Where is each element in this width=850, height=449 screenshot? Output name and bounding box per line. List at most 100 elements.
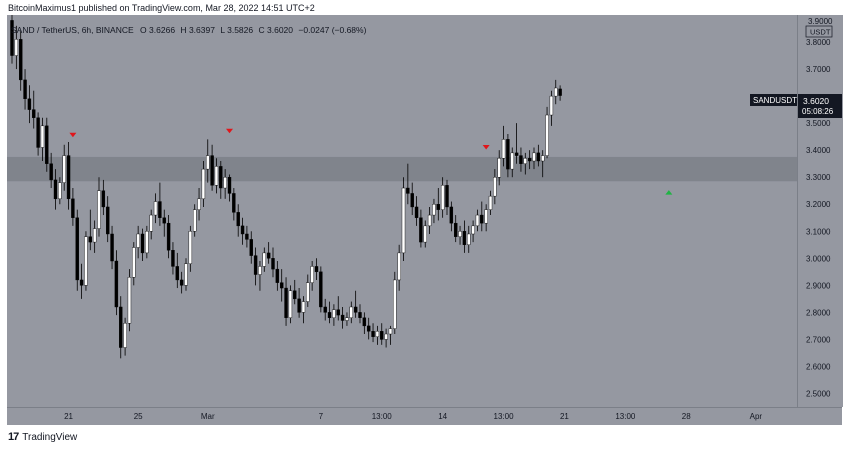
candle-body [40,125,45,148]
candle-body [353,306,358,313]
candle-body [214,166,219,186]
candle-body [227,177,232,194]
candle-body [97,190,101,229]
candle-body [153,201,158,216]
candle-body [306,282,310,302]
candle-body [271,258,275,270]
candle-body [323,306,327,313]
price-tick-label: 3.0000 [806,254,831,263]
candle-body [506,139,510,170]
candle-body [136,233,140,248]
candle-body [419,217,423,243]
candle-body [266,252,271,259]
time-tick-label: 28 [682,412,691,421]
price-tick-label: 3.3000 [806,173,831,182]
candle-body [171,249,175,267]
candle-body [514,152,519,156]
candle-body [297,298,301,313]
candle-body [58,182,62,200]
candle-body [471,225,475,235]
price-tick-label: 3.7000 [806,65,831,74]
candle-body [275,268,280,283]
candle-body [519,155,523,164]
candle-body [197,198,201,210]
candle-body [558,88,562,96]
candle-body [201,168,206,200]
candle-body [510,152,514,170]
candle-body [293,290,297,300]
candle-body [119,306,123,348]
legend-low-value: 3.5826 [227,25,253,35]
time-tick-label: 25 [134,412,143,421]
candle-body [362,317,367,327]
candle-body [454,222,458,237]
legend-symbol: SAND / TetherUS, 6h, BINANCE [11,25,134,35]
candle-body [319,271,323,308]
candle-body [449,206,454,224]
candle-body [71,198,75,218]
time-tick-label: Apr [750,412,763,421]
time-tick-label: 21 [64,412,73,421]
symbol-badge-box [750,94,797,106]
legend-low-label: L [220,25,225,35]
price-tick-label: 2.5000 [806,389,831,398]
candle-body [110,233,114,262]
candle-body [105,206,110,235]
candle-body [527,158,532,162]
candle-body [401,187,406,254]
candle-body [188,231,193,264]
candle-body [240,225,245,235]
resistance-marker-icon [482,144,490,150]
candle-body [440,185,445,210]
time-axis[interactable] [7,407,842,425]
candle-body [336,309,340,316]
legend-open-label: O [140,25,147,35]
candle-body [236,212,240,227]
candle-body [332,309,336,318]
candle-body [410,193,414,208]
time-tick-label: 14 [438,412,447,421]
resistance-marker-icon [69,132,77,138]
tradingview-logo-icon: 17 [8,431,19,443]
candle-body [284,287,288,318]
candle-body [549,95,554,116]
candle-body [314,266,319,273]
candle-body [179,279,184,286]
candle-body [497,158,501,178]
resistance-marker-icon [226,128,233,134]
candle-body [501,139,506,159]
candle-body [32,109,36,118]
symbol-badge: SANDUSDT [753,96,797,105]
candle-body [414,206,419,218]
candle-body [245,233,249,240]
resistance-zone [7,156,797,182]
candle-body [162,217,166,224]
candle-body [14,39,19,56]
candle-body [27,98,32,110]
time-tick-label: 13:00 [494,412,515,421]
candle-body [349,306,353,318]
candle-body [393,279,397,329]
price-tick-label: 2.7000 [806,335,831,344]
candle-body [545,114,549,156]
legend-change: −0.0247 (−0.68%) [298,25,366,35]
price-axis[interactable] [797,15,843,407]
candle-body [436,204,440,210]
candle-body [175,266,180,281]
last-price: 3.6020 [803,96,829,106]
candle-body [358,312,362,318]
candle-body [19,39,23,81]
footer[interactable]: 17 TradingView [8,431,77,443]
candle-body [36,117,40,148]
publisher-line: BitcoinMaximus1 published on TradingView… [8,3,315,13]
time-tick-label: 13:00 [372,412,393,421]
countdown: 05:08:26 [802,107,834,116]
candle-body [280,282,284,289]
candle-body [79,279,84,286]
candle-body [467,233,471,245]
candle-body [62,155,66,183]
candle-body [210,155,214,186]
time-tick-label: 13:00 [615,412,636,421]
candle-body [49,163,53,181]
